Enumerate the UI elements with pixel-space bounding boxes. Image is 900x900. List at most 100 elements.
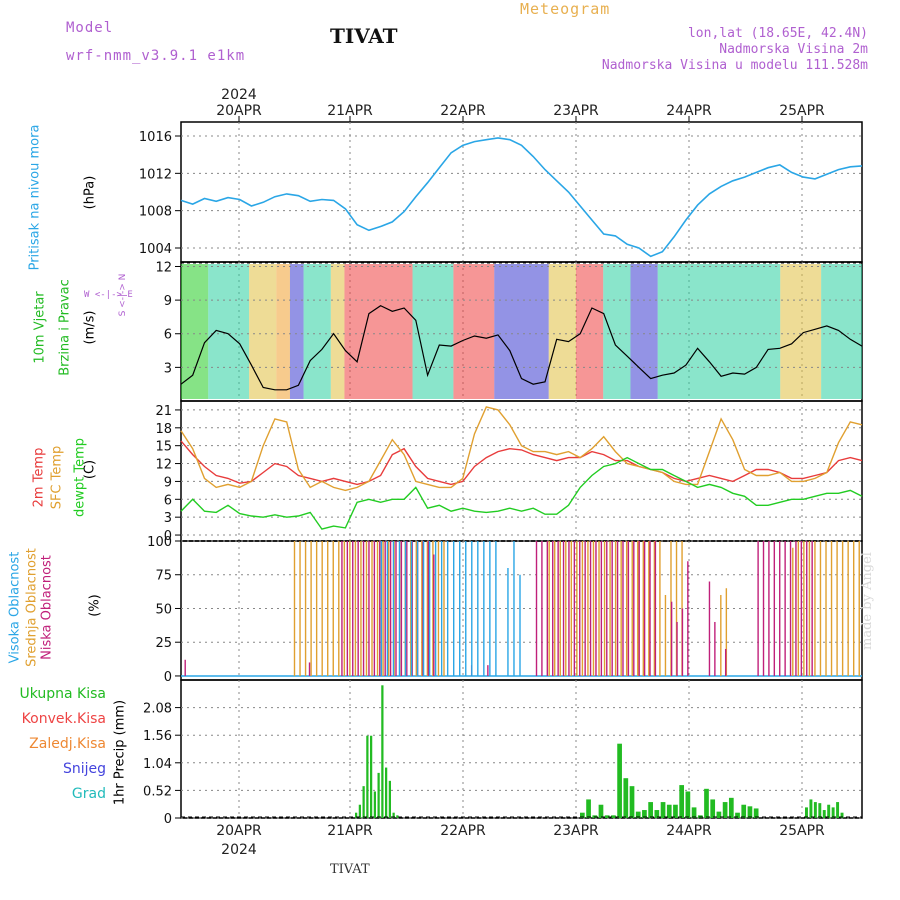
wind-barb-band-7 [344, 264, 413, 399]
precip-bar-0-6 [377, 772, 380, 818]
wind-barb-band-2 [249, 264, 277, 399]
precip-bar-1-26 [741, 804, 747, 818]
temp-2m-line [180, 440, 863, 486]
precip-bar-2-8 [840, 812, 844, 818]
y-tick-cloud-4: 100 [147, 535, 172, 550]
y-tick-pressure-0: 1004 [139, 242, 172, 257]
precip-bar-0-11 [396, 815, 399, 818]
precip-bar-1-6 [617, 743, 622, 818]
precip-bar-1-21 [710, 799, 716, 818]
precip-bar-0-7 [381, 685, 384, 818]
y-tick-wind-2: 9 [164, 294, 172, 309]
wind-barb-band-3 [276, 264, 290, 399]
precip-bar-1-11 [648, 802, 653, 818]
precip-bar-1-22 [716, 811, 722, 818]
panel-frame-precip [180, 679, 863, 819]
wind-barb-band-14 [630, 264, 658, 399]
model-altitude-label: Nadmorska Visina u modelu 111.528m [601, 58, 868, 73]
wind-speed-line [180, 305, 863, 391]
wind-barb-band-17 [821, 264, 862, 399]
x-tick-top-5: 25APR [779, 103, 825, 119]
footer-station: TIVAT [330, 862, 370, 877]
y-tick-wind-0: 3 [164, 361, 172, 376]
legend-grad: Grad [71, 786, 106, 802]
y-tick-pressure-2: 1012 [139, 167, 172, 182]
wind-barb-band-13 [603, 264, 631, 399]
legend-zaledj: Zaledj.Kisa [29, 736, 106, 752]
y-tick-temp-6: 18 [155, 422, 172, 437]
wind-barb-band-12 [575, 264, 604, 399]
lonlat-label: lon,lat (18.65E, 42.4N) [687, 26, 868, 41]
wind-barb-band-11 [548, 264, 576, 399]
y-tick-wind-3: 12 [155, 260, 172, 275]
x-tick-top-2: 22APR [440, 103, 486, 119]
x-tick-top-1: 21APR [327, 103, 373, 119]
panel-frame-pressure [180, 121, 863, 263]
precip-bar-1-15 [673, 804, 678, 818]
precip-bar-0-1 [358, 804, 361, 818]
precip-bar-0-5 [373, 791, 376, 818]
precip-bar-1-28 [753, 808, 759, 818]
y-tick-cloud-3: 75 [155, 569, 172, 584]
temp-dewpt-line [180, 456, 863, 530]
precip-bar-1-17 [685, 791, 691, 818]
precip-bar-1-0 [580, 812, 585, 818]
station-title: TIVAT [330, 24, 398, 48]
x-tick-bottom-5: 25APR [779, 823, 825, 839]
precip-bar-1-5 [611, 815, 616, 818]
x-tick-top-4: 24APR [666, 103, 712, 119]
precip-bar-1-20 [704, 788, 709, 818]
precip-bar-1-10 [642, 810, 647, 818]
precip-bar-2-3 [818, 803, 822, 818]
precip-bar-1-14 [666, 804, 672, 818]
y-tick-precip-4: 2.08 [143, 702, 172, 717]
precip-bar-1-23 [722, 802, 728, 818]
wind-barb-band-15 [657, 264, 781, 399]
panel-frame-temp [180, 400, 863, 542]
model-label: Model [66, 20, 114, 36]
y-tick-precip-0: 0 [164, 812, 172, 827]
wind-barb-band-5 [303, 264, 331, 399]
wind-barb-band-4 [289, 264, 304, 399]
legend-ukupna: Ukupna Kisa [19, 686, 106, 702]
precip-bar-1-12 [654, 810, 660, 818]
precip-bar-2-7 [836, 802, 840, 818]
y-tick-temp-1: 3 [164, 511, 172, 526]
y-tick-temp-3: 9 [164, 475, 172, 490]
precip-bar-0-8 [385, 767, 388, 818]
precip-bar-2-0 [805, 807, 808, 818]
model-name: wrf-nmm_v3.9.1 e1km [66, 48, 246, 64]
legend-snijeg: Snijeg [62, 761, 106, 777]
y-tick-temp-5: 15 [155, 440, 172, 455]
y-tick-precip-1: 0.52 [143, 784, 172, 799]
y-tick-temp-0: 0 [164, 529, 172, 544]
wind-compass: W <-|-> E [84, 290, 133, 300]
year-top: 2024 [221, 87, 257, 103]
y-tick-wind-1: 6 [164, 328, 172, 343]
precip-bar-1-24 [728, 797, 734, 818]
precip-bar-1-27 [747, 806, 753, 818]
precip-bar-0-0 [355, 812, 358, 818]
precip-bar-0-2 [362, 786, 365, 818]
wind-barb-band-6 [330, 264, 345, 399]
precip-bar-1-9 [635, 811, 641, 818]
wind-barb-band-9 [453, 264, 495, 399]
x-tick-bottom-2: 22APR [440, 823, 486, 839]
precip-bar-0-9 [388, 780, 391, 818]
altitude-label: Nadmorska Visina 2m [719, 42, 868, 57]
y-tick-precip-2: 1.04 [143, 757, 172, 772]
credit-label: made by Angel [860, 552, 875, 650]
precip-bar-1-8 [629, 786, 635, 818]
precip-bar-0-4 [370, 735, 373, 818]
year-bottom: 2024 [221, 842, 257, 858]
precip-bar-1-25 [735, 812, 740, 818]
legend-konvek: Konvek.Kisa [21, 711, 106, 727]
y-tick-precip-3: 1.56 [143, 729, 172, 744]
x-tick-top-0: 20APR [216, 103, 262, 119]
precip-bar-2-5 [827, 804, 831, 818]
y-tick-pressure-1: 1008 [139, 205, 172, 220]
precip-bar-1-16 [679, 785, 685, 818]
pressure-line [180, 137, 863, 258]
x-tick-top-3: 23APR [553, 103, 599, 119]
meteogram-title: Meteogram [520, 0, 611, 18]
